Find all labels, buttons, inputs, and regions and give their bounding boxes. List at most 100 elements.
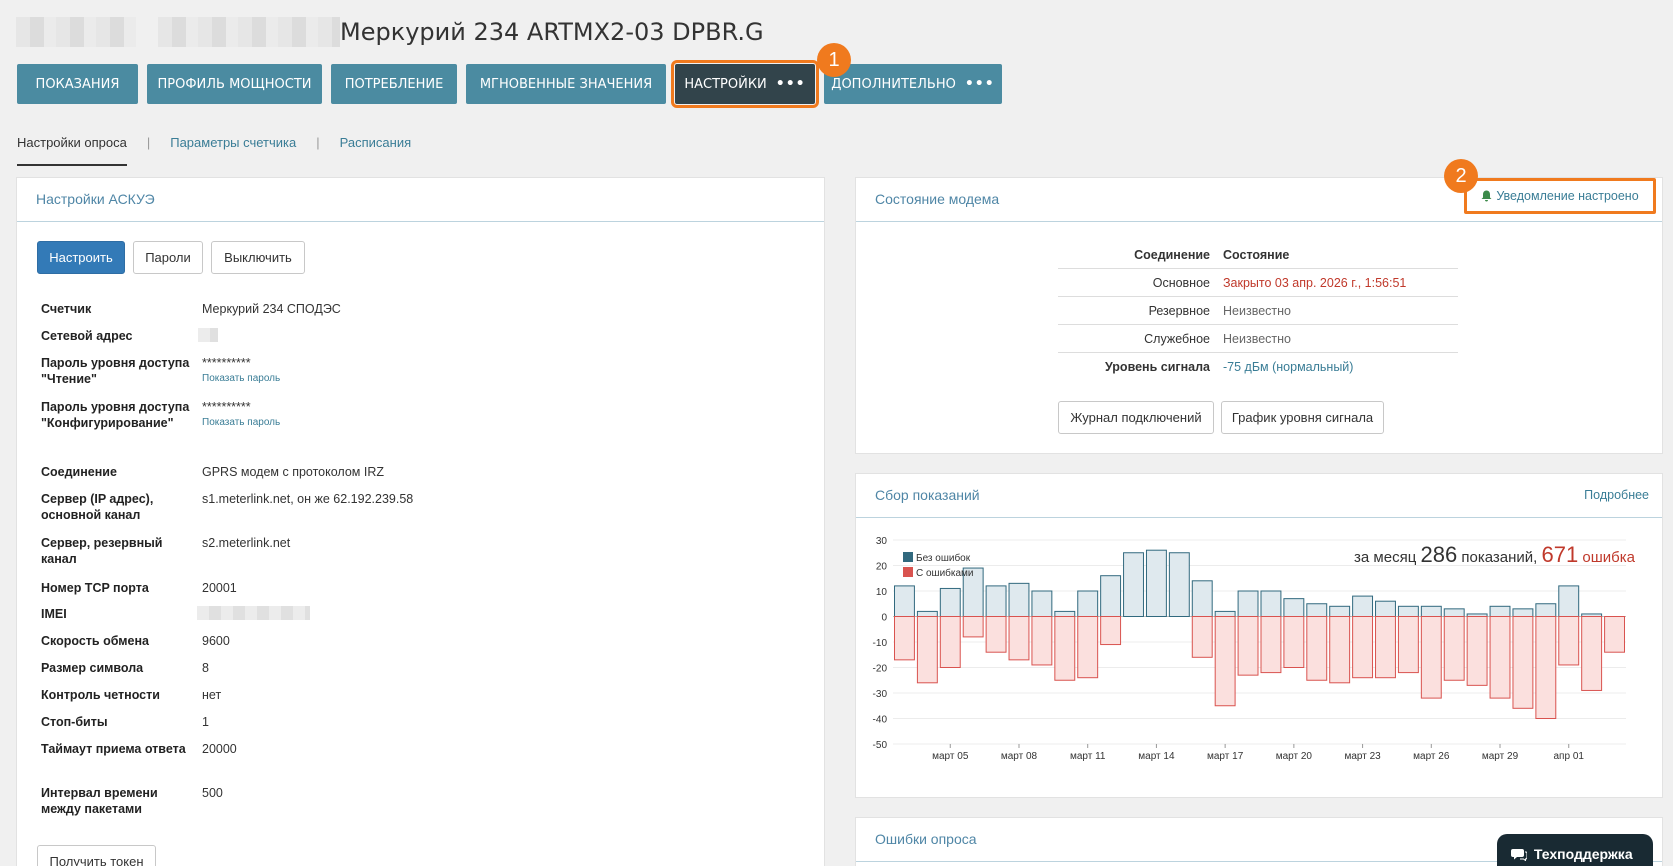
field-label: Номер TCP порта	[41, 581, 149, 595]
bar-ok	[894, 585, 915, 618]
bar-error	[962, 616, 984, 638]
ok-label: показаний,	[1461, 549, 1538, 566]
show-password-link[interactable]: Показать пароль	[202, 373, 281, 384]
y-tick-label: 10	[876, 587, 888, 598]
field-value: s1.meterlink.net, он же 62.192.239.58	[202, 492, 414, 506]
bar-ok	[1375, 600, 1396, 617]
bar-ok	[1191, 580, 1213, 617]
divider: |	[316, 135, 320, 150]
bar-error	[1581, 616, 1603, 691]
legend-swatch-ok	[903, 552, 913, 562]
tab-power-profile[interactable]: ПРОФИЛЬ МОЩНОСТИ	[147, 64, 322, 104]
redacted-block	[16, 17, 136, 47]
chat-icon	[1511, 849, 1528, 862]
bar-error	[1329, 616, 1351, 684]
tab-label: ДОПОЛНИТЕЛЬНО	[831, 76, 956, 92]
bar-ok	[1512, 608, 1534, 617]
tab-readings[interactable]: ПОКАЗАНИЯ	[17, 64, 138, 104]
panel-header: Сбор показаний Подробнее	[856, 474, 1662, 518]
bar-ok	[1054, 610, 1076, 618]
password-value: **********	[202, 400, 251, 414]
passwords-button[interactable]: Пароли	[133, 241, 203, 274]
bar-ok	[1100, 575, 1122, 617]
configure-button[interactable]: Настроить	[37, 241, 125, 274]
field-label: Сервер (IP адрес), основной канал	[41, 492, 154, 522]
subtab-poll-settings[interactable]: Настройки опроса	[17, 135, 127, 166]
bell-icon	[1481, 190, 1492, 202]
get-token-button[interactable]: Получить токен	[37, 845, 156, 866]
signal-chart-button[interactable]: График уровня сигнала	[1221, 401, 1384, 434]
bar-ok	[1352, 595, 1374, 617]
x-tick-label: апр 01	[1554, 751, 1585, 762]
bar-ok	[1008, 582, 1030, 617]
y-tick-label: -50	[873, 740, 888, 751]
bar-ok	[1443, 608, 1465, 617]
bar-ok	[1283, 598, 1305, 618]
bar-error	[1008, 616, 1030, 661]
tab-additional[interactable]: ДОПОЛНИТЕЛЬНО •••	[824, 64, 1002, 104]
field-value: 500	[202, 786, 223, 800]
error-label: ошибка	[1582, 549, 1635, 566]
y-tick-label: 0	[881, 613, 887, 624]
y-tick-label: -30	[873, 689, 888, 700]
bar-error	[1352, 616, 1374, 679]
step-badge-2: 2	[1444, 159, 1478, 193]
tab-settings[interactable]: НАСТРОЙКИ •••	[671, 60, 819, 108]
tab-label: МГНОВЕННЫЕ ЗНАЧЕНИЯ	[479, 76, 653, 92]
sub-tabs: Настройки опроса | Параметры счетчика | …	[17, 135, 411, 166]
notification-configured-link[interactable]: Уведомление настроено	[1464, 178, 1656, 214]
x-tick-label: март 08	[1001, 751, 1038, 762]
connection-log-button[interactable]: Журнал подключений	[1058, 401, 1214, 434]
bar-error	[1191, 616, 1213, 658]
subtab-schedules[interactable]: Расписания	[339, 135, 412, 150]
redacted-block	[158, 17, 340, 47]
y-tick-label: -10	[873, 638, 888, 649]
field-label: Сетевой адрес	[41, 329, 133, 343]
field-label: Таймаут приема ответа	[41, 742, 186, 756]
x-tick-label: март 20	[1276, 751, 1313, 762]
status-value: Неизвестно	[1223, 332, 1291, 346]
bar-ok	[1535, 603, 1557, 617]
bar-ok	[939, 587, 961, 617]
field-label: Соединение	[41, 465, 117, 479]
field-label: Пароль уровня доступа "Конфигурирование"	[41, 400, 190, 430]
details-link[interactable]: Подробнее	[1584, 488, 1649, 502]
bar-error	[1100, 616, 1122, 646]
bar-error	[1420, 616, 1442, 699]
row-key: Основное	[1152, 276, 1210, 290]
error-count: 671	[1541, 542, 1579, 567]
panel-title: Сбор показаний	[875, 487, 980, 503]
column-header: Состояние	[1223, 248, 1290, 262]
x-tick-label: март 29	[1482, 751, 1519, 762]
redacted-value	[197, 606, 310, 620]
row-key: Уровень сигнала	[1105, 360, 1210, 374]
status-closed: Закрыто 03 апр. 2026 г., 1:56:51	[1223, 276, 1407, 290]
bar-ok	[1260, 590, 1282, 617]
subtab-meter-params[interactable]: Параметры счетчика	[170, 135, 297, 150]
bar-error	[1283, 616, 1305, 668]
field-label: Интервал времени между пакетами	[41, 786, 158, 816]
y-tick-label: 20	[876, 562, 888, 573]
field-value: s2.meterlink.net	[202, 536, 291, 550]
divider: |	[146, 135, 151, 150]
x-tick-label: март 23	[1344, 751, 1381, 762]
tab-consumption[interactable]: ПОТРЕБЛЕНИЕ	[331, 64, 457, 104]
tab-label: ПОКАЗАНИЯ	[35, 76, 120, 92]
field-value: GPRS модем с протоколом IRZ	[202, 465, 385, 479]
show-password-link[interactable]: Показать пароль	[202, 417, 281, 428]
askue-panel: Настройки АСКУЭ	[16, 177, 825, 866]
chart-legend: Без ошибок С ошибками	[903, 552, 974, 579]
signal-level: -75 дБм (нормальный)	[1223, 360, 1354, 374]
bar-ok	[1214, 610, 1236, 618]
ok-count: 286	[1420, 542, 1458, 567]
bar-error	[1237, 616, 1259, 676]
status-value: Неизвестно	[1223, 304, 1291, 318]
tab-instant-values[interactable]: МГНОВЕННЫЕ ЗНАЧЕНИЯ	[466, 64, 666, 104]
bar-ok	[1558, 585, 1580, 618]
disable-button[interactable]: Выключить	[211, 241, 305, 274]
y-tick-label: -20	[873, 664, 888, 675]
support-button[interactable]: Техподдержка	[1497, 834, 1653, 866]
readings-panel: Сбор показаний Подробнее 30 20 10 0 -10 -20 -3…	[855, 473, 1663, 798]
more-dots-icon: •••	[775, 76, 806, 92]
field-label: Размер символа	[41, 661, 144, 675]
